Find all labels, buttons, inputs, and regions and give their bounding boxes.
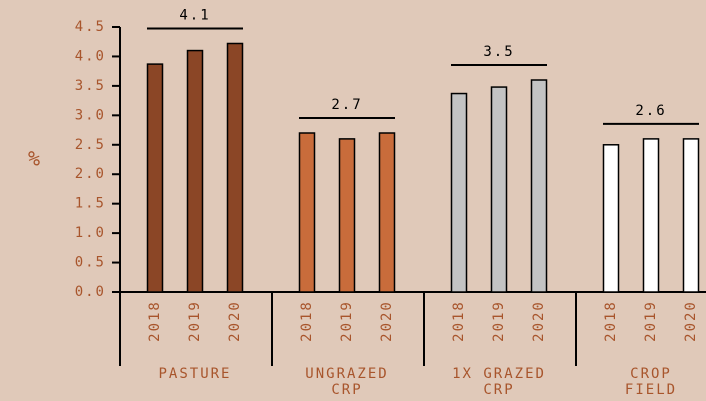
mean-label: 4.1 xyxy=(179,7,210,23)
mean-label: 2.6 xyxy=(635,103,666,119)
x-tick-label: 2019 xyxy=(187,300,203,342)
x-tick-label: 2019 xyxy=(643,300,659,342)
y-tick-label: 2.5 xyxy=(75,137,106,153)
bar xyxy=(226,42,244,293)
group-label: FIELD xyxy=(625,382,677,398)
bar xyxy=(530,79,548,293)
y-axis-label: % xyxy=(28,147,42,171)
y-tick-label: 1.0 xyxy=(75,225,106,241)
group-label: CRP xyxy=(331,382,362,398)
y-tick-label: 1.5 xyxy=(75,196,106,212)
bar xyxy=(682,138,700,293)
bar xyxy=(490,86,508,293)
mean-label: 3.5 xyxy=(483,44,514,60)
y-tick-label: 3.0 xyxy=(75,107,106,123)
bar xyxy=(602,144,620,293)
y-tick-label: 3.5 xyxy=(75,78,106,94)
x-tick-label: 2020 xyxy=(683,300,699,342)
x-tick-label: 2020 xyxy=(531,300,547,342)
bar xyxy=(642,138,660,293)
group-label: CRP xyxy=(483,382,514,398)
bar xyxy=(378,132,396,293)
bar xyxy=(450,92,468,293)
y-tick-label: 0.0 xyxy=(75,284,106,300)
x-tick-label: 2020 xyxy=(227,300,243,342)
y-tick-label: 0.5 xyxy=(75,255,106,271)
x-tick-label: 2019 xyxy=(491,300,507,342)
x-tick-label: 2018 xyxy=(147,300,163,342)
bar xyxy=(298,132,316,293)
group-label: UNGRAZED xyxy=(305,366,388,382)
y-tick-label: 4.0 xyxy=(75,48,106,64)
x-tick-label: 2018 xyxy=(451,300,467,342)
y-tick-label: 2.0 xyxy=(75,166,106,182)
x-tick-label: 2018 xyxy=(603,300,619,342)
x-tick-label: 2019 xyxy=(339,300,355,342)
bar xyxy=(186,49,204,293)
x-tick-label: 2020 xyxy=(379,300,395,342)
mean-label: 2.7 xyxy=(331,97,362,113)
bar xyxy=(146,63,164,293)
x-tick-label: 2018 xyxy=(299,300,315,342)
group-label: PASTURE xyxy=(158,366,231,382)
group-label: 1X GRAZED xyxy=(452,366,546,382)
y-tick-label: 4.5 xyxy=(75,19,106,35)
group-label: CROP xyxy=(630,366,672,382)
bar xyxy=(338,138,356,293)
